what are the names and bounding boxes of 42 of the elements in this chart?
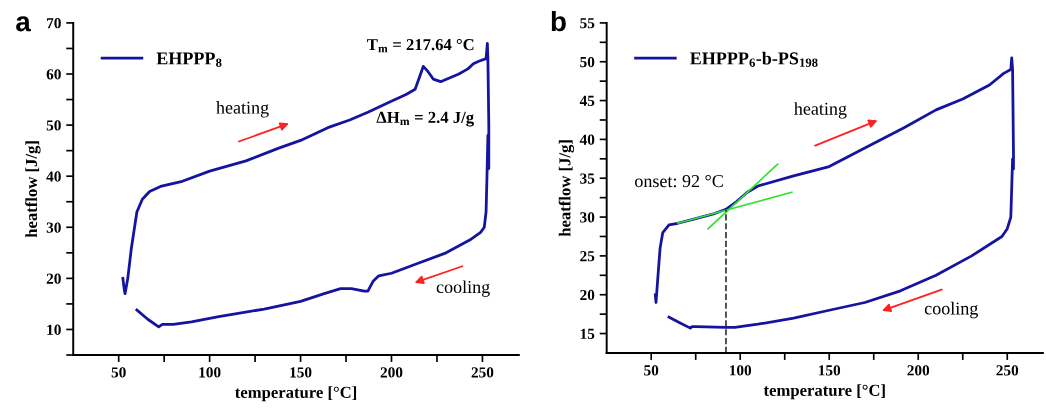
annotation: cooling	[924, 301, 978, 319]
legend-label: EHPPP$_{8}$	[156, 52, 222, 67]
y-tick-label: 35	[580, 173, 595, 184]
x-axis-title: temperature [°C]	[763, 384, 885, 400]
y-tick-label: 25	[580, 251, 595, 262]
annotation: ΔH$_{m}$ = 2.4 J/g	[376, 111, 474, 127]
x-tick-label: 100	[729, 365, 752, 376]
legend-label: EHPPP$_{6}$-b-PS$_{198}$	[690, 51, 818, 67]
chart-title: b	[551, 10, 566, 32]
annotation: cooling	[436, 280, 490, 297]
annotation: heating	[216, 101, 269, 118]
y-tick-label: 50	[46, 120, 61, 131]
y-tick-label: 30	[46, 222, 61, 233]
y-tick-label: 40	[579, 134, 595, 145]
y-tick-label: 40	[46, 171, 61, 182]
x-tick-label: 200	[380, 367, 403, 378]
y-tick-label: 50	[580, 56, 595, 68]
y-tick-label: 20	[46, 273, 61, 284]
x-tick-label: 50	[644, 365, 659, 376]
x-tick-label: 200	[907, 365, 930, 376]
x-tick-label: 50	[111, 367, 126, 378]
annotation: heating	[794, 102, 847, 119]
y-axis-title: heatflow [J/g]	[25, 141, 41, 238]
line-series	[121, 41, 491, 329]
annotation: T$_{m}$ = 217.64 °C	[367, 38, 474, 53]
y-tick-label: 55	[580, 18, 595, 29]
x-tick-label: 150	[818, 365, 841, 376]
annotation: onset: 92 °C	[635, 174, 723, 188]
x-axis-title: temperature [°C]	[235, 386, 357, 402]
x-tick-label: 250	[471, 367, 494, 378]
x-tick-label: 100	[199, 367, 221, 378]
y-tick-label: 70	[47, 18, 61, 29]
y-tick-label: 20	[580, 289, 595, 301]
y-tick-label: 10	[47, 324, 61, 335]
x-tick-label: 150	[290, 367, 312, 378]
y-tick-label: 30	[580, 212, 595, 223]
y-tick-label: 45	[579, 95, 595, 107]
x-tick-label: 250	[996, 365, 1019, 376]
y-axis-title: heatflow [J/g]	[558, 140, 575, 237]
chart-title: a	[16, 16, 31, 32]
y-tick-label: 60	[46, 69, 61, 80]
y-tick-label: 15	[580, 328, 595, 339]
